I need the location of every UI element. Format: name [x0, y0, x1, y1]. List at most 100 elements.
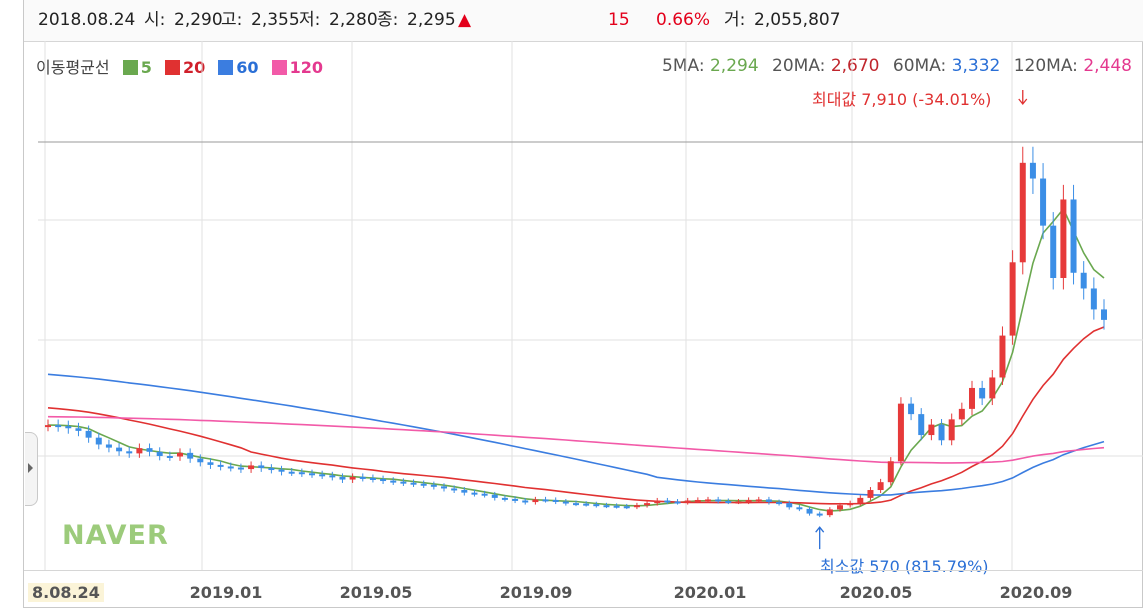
candle [562, 499, 569, 506]
candle-body [847, 503, 854, 506]
change-percent: 0.66% [656, 10, 711, 30]
candle [451, 485, 458, 494]
moving-average-lines [47, 207, 1105, 512]
candle-body [116, 447, 123, 452]
scroll-left-handle[interactable] [25, 432, 38, 506]
ma20-label: 20MA: [772, 56, 826, 76]
candle [573, 500, 579, 507]
candle [116, 442, 123, 456]
candle [156, 447, 163, 461]
candle-body [85, 430, 92, 438]
candle [705, 496, 711, 503]
candle [826, 507, 833, 518]
moving-average-legend: 이동평균선 5 20 60 120 [36, 54, 323, 78]
candle-body [400, 481, 407, 484]
candle [45, 419, 51, 432]
candle [501, 495, 508, 502]
candle [227, 462, 234, 472]
ma5-label: 5MA: [662, 56, 705, 76]
candle-body [623, 506, 630, 509]
candle [684, 497, 691, 505]
legend-title: 이동평균선 [36, 58, 110, 77]
candle [694, 497, 701, 504]
candle [75, 422, 82, 437]
candle [593, 501, 600, 508]
candle [816, 511, 823, 518]
candle-body [857, 497, 864, 504]
candle-body [705, 499, 711, 502]
candle-body [491, 494, 498, 498]
candlestick-chart[interactable] [0, 0, 1146, 570]
candle-body [329, 475, 336, 478]
ma120-line [47, 415, 1105, 464]
candle-body [1029, 162, 1036, 179]
candle [837, 502, 843, 512]
candle-body [603, 505, 610, 508]
candle-body [1019, 162, 1026, 263]
high-value: 2,355 [251, 10, 300, 30]
candle-body [441, 486, 447, 489]
candle [644, 500, 651, 508]
candle-body [227, 466, 234, 469]
candle [928, 418, 935, 441]
candle-body [1050, 225, 1057, 278]
candle-body [339, 476, 346, 480]
candle [177, 448, 183, 461]
candle-body [948, 419, 955, 441]
candle-body [349, 476, 356, 480]
candle [359, 473, 366, 482]
candle [349, 473, 356, 483]
candle-body [1070, 199, 1077, 273]
candle-body [207, 462, 214, 465]
candle-body [644, 503, 651, 506]
candle-body [298, 472, 305, 475]
candle [288, 467, 295, 476]
candle [278, 465, 285, 476]
candle-body [613, 505, 620, 508]
candle [1090, 277, 1097, 320]
candle [765, 496, 772, 505]
candle [258, 461, 265, 472]
naver-watermark: NAVER [62, 520, 169, 551]
candle [715, 496, 722, 504]
ma20-line [47, 326, 1105, 505]
candle [309, 469, 315, 478]
candle [481, 490, 488, 498]
candle [1029, 146, 1036, 194]
candle-body [979, 387, 986, 399]
candle [522, 497, 529, 505]
candle [187, 448, 194, 463]
low-label: 저: [299, 10, 321, 30]
change-value: 15 [608, 10, 630, 30]
x-tick-label: 2020.01 [673, 583, 747, 602]
candle [664, 497, 671, 505]
candle-body [166, 456, 173, 458]
candle-body [633, 505, 640, 508]
candle [948, 413, 955, 446]
legend-swatch-120 [271, 60, 287, 75]
candle [603, 502, 610, 509]
candle [1080, 261, 1087, 300]
legend-swatch-20 [164, 60, 180, 75]
candle [989, 369, 996, 406]
candle-body [816, 513, 823, 516]
candle [146, 443, 153, 457]
candle [430, 481, 437, 490]
candle-body [177, 452, 183, 457]
candle-body [430, 484, 437, 487]
candle-body [481, 493, 488, 496]
chart-frame [23, 0, 1143, 608]
candle-body [501, 497, 508, 500]
candle-body [146, 448, 153, 452]
candle [380, 475, 387, 484]
candle-body [776, 502, 783, 505]
candle [420, 480, 427, 488]
candle [1040, 163, 1047, 240]
candle-body [674, 501, 681, 504]
candle-body [694, 499, 701, 502]
candle-body [735, 501, 742, 504]
price-info-bar: 2018.08.24 시: 2,290 고: 2,355 저: 2,280 종:… [24, 0, 1143, 42]
candle [897, 397, 904, 466]
candle-body [288, 471, 295, 474]
candle [166, 451, 173, 461]
